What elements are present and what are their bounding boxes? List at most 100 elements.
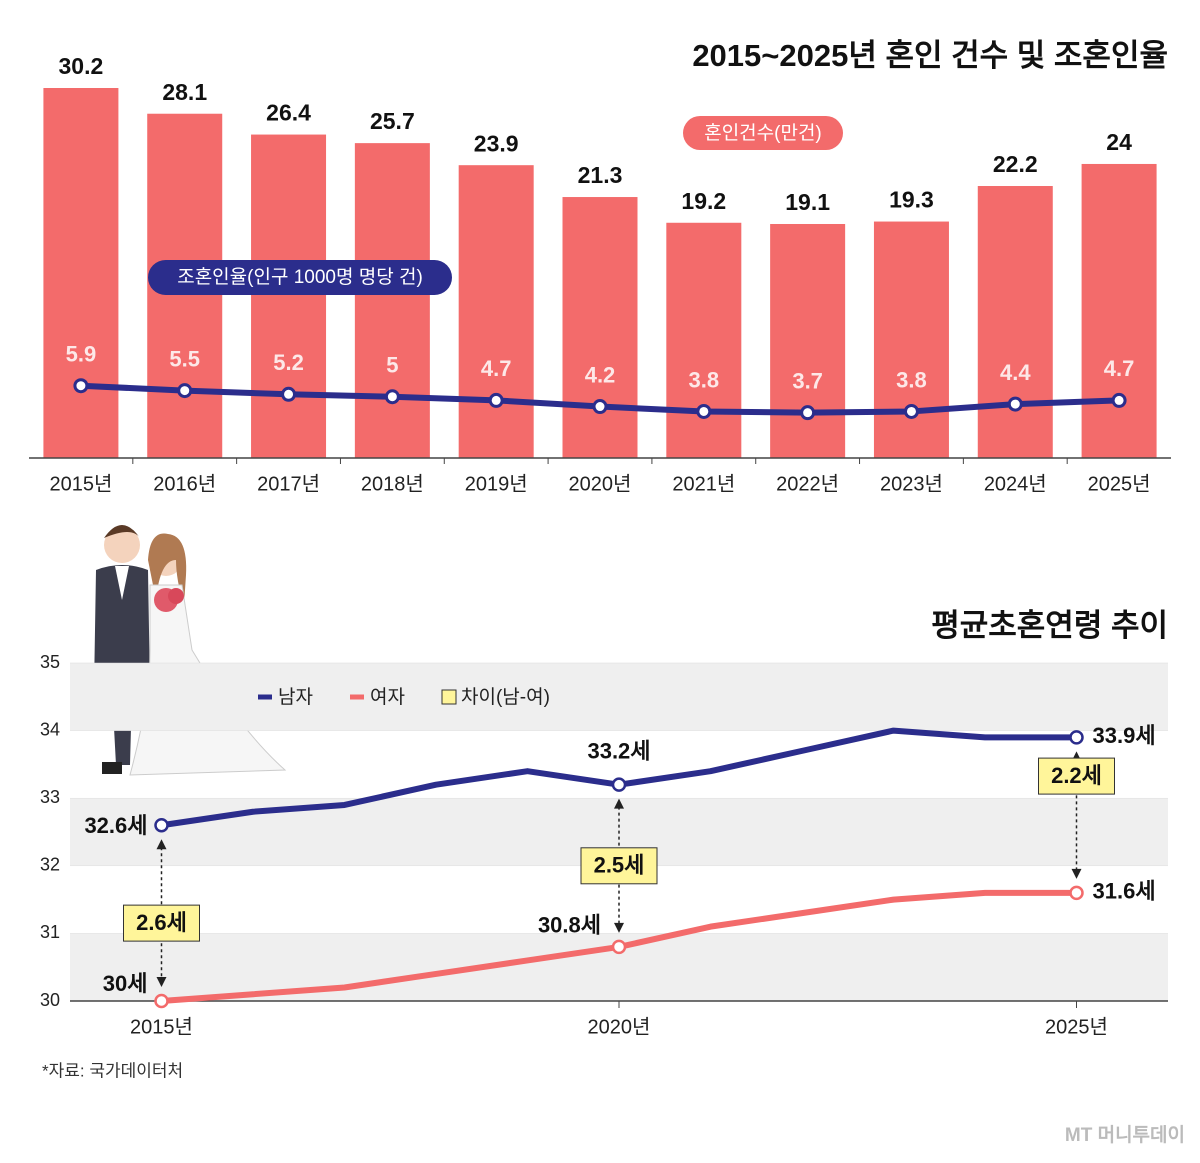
point-label: 33.9세 <box>1093 723 1156 748</box>
rate-marker <box>1007 396 1023 412</box>
difference-box <box>1038 757 1115 795</box>
bar-value-label: 24 <box>1106 129 1132 155</box>
bar-value-label: 19.3 <box>889 187 934 213</box>
difference-box <box>123 904 200 942</box>
x-tick-label: 2019년 <box>465 472 528 495</box>
x-tick-label: 2021년 <box>672 472 735 495</box>
rate-marker <box>903 403 919 419</box>
bar-value-label: 28.1 <box>162 79 207 105</box>
bar <box>873 221 949 458</box>
chart-title: 평균초혼연령 추이 <box>931 608 1168 643</box>
legend-label: 남자 <box>278 686 313 708</box>
bar <box>354 143 430 458</box>
rate-value-label: 4.7 <box>1104 356 1135 381</box>
point-marker <box>1069 885 1084 901</box>
difference-label: 2.5세 <box>594 853 645 878</box>
rate-value-label: 4.2 <box>585 362 616 387</box>
rate-marker <box>177 383 193 399</box>
bar <box>562 197 638 458</box>
legend-label: 조혼인율(인구 1000명 명당 건) <box>177 266 423 288</box>
point-label: 30세 <box>103 971 148 996</box>
rate-marker <box>384 389 400 405</box>
bar <box>43 88 119 458</box>
arrow-head <box>614 798 624 809</box>
legend-label: 차이(남-여) <box>461 686 550 708</box>
x-tick-label: 2020년 <box>569 472 632 495</box>
grid-band <box>70 663 1168 731</box>
bar <box>770 223 846 458</box>
arrow-head <box>614 922 624 933</box>
legend-label: 혼인건수(만건) <box>704 122 822 144</box>
x-tick-label: 2015년 <box>49 472 112 495</box>
rate-value-label: 3.7 <box>792 368 823 393</box>
rate-marker <box>73 378 89 394</box>
y-tick-label: 33 <box>40 787 60 807</box>
bar-value-label: 21.3 <box>578 162 623 188</box>
point-label: 31.6세 <box>1093 879 1156 904</box>
bar-value-label: 26.4 <box>266 100 311 126</box>
x-tick-label: 2018년 <box>361 472 424 495</box>
x-tick-label: 2020년 <box>588 1015 651 1038</box>
source-note: *자료: 국가데이터처 <box>42 1061 183 1080</box>
point-label: 30.8세 <box>538 913 601 938</box>
point-marker <box>154 817 169 833</box>
legend-swatch <box>441 689 457 705</box>
rate-value-label: 5.5 <box>169 346 200 371</box>
rate-value-label: 3.8 <box>689 367 720 392</box>
bar <box>458 165 534 458</box>
x-tick-label: 2023년 <box>880 472 943 495</box>
legend-pill <box>683 116 843 150</box>
legend-pill <box>148 260 452 295</box>
arrow-head <box>1071 868 1082 879</box>
point-marker <box>154 993 169 1009</box>
x-tick-label: 2015년 <box>130 1015 193 1038</box>
x-tick-label: 2025년 <box>1088 472 1151 495</box>
y-tick-label: 32 <box>40 855 60 875</box>
rate-marker <box>488 392 504 408</box>
rate-marker <box>281 386 297 402</box>
chart-title: 2015~2025년 혼인 건수 및 조혼인율 <box>692 38 1168 73</box>
rate-value-label: 5.2 <box>273 350 304 375</box>
arrow-head <box>156 977 167 987</box>
x-tick-label: 2025년 <box>1045 1015 1108 1038</box>
arrow-head <box>156 839 167 850</box>
point-marker <box>611 939 627 955</box>
point-label: 33.2세 <box>587 738 650 763</box>
x-tick-label: 2017년 <box>257 472 320 495</box>
bar <box>977 186 1053 458</box>
bar <box>1081 163 1157 458</box>
difference-box <box>580 847 658 885</box>
bar-value-label: 22.2 <box>993 151 1038 177</box>
x-tick-label: 2022년 <box>776 472 839 495</box>
bar <box>666 222 742 458</box>
difference-label: 2.6세 <box>136 910 187 935</box>
point-label: 32.6세 <box>84 813 147 838</box>
y-tick-label: 34 <box>40 719 60 739</box>
watermark: MT 머니투데이 <box>1065 1124 1185 1146</box>
y-tick-label: 30 <box>40 990 60 1010</box>
x-tick-label: 2024년 <box>984 472 1047 495</box>
rate-value-label: 3.8 <box>896 367 927 392</box>
y-tick-label: 31 <box>40 922 60 942</box>
legend-label: 여자 <box>370 686 405 708</box>
y-tick-label: 35 <box>40 652 60 672</box>
point-marker <box>1069 730 1084 745</box>
rate-marker <box>696 403 712 419</box>
bar-value-label: 30.2 <box>59 53 104 79</box>
difference-label: 2.2세 <box>1051 763 1102 788</box>
point-marker <box>611 777 627 792</box>
rate-value-label: 4.4 <box>1000 360 1031 385</box>
bar-value-label: 25.7 <box>370 108 415 134</box>
rate-marker <box>1111 392 1127 408</box>
x-tick-label: 2016년 <box>153 472 216 495</box>
bar <box>251 134 327 459</box>
rate-marker <box>800 405 816 421</box>
bar-value-label: 19.1 <box>785 189 830 215</box>
rate-marker <box>592 399 608 415</box>
rate-value-label: 4.7 <box>481 356 512 381</box>
rate-value-label: 5 <box>386 353 398 378</box>
rate-value-label: 5.9 <box>66 342 97 367</box>
bar-value-label: 19.2 <box>681 188 726 214</box>
